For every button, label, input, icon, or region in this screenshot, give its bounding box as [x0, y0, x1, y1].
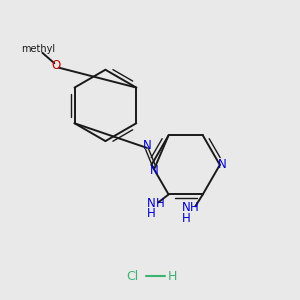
Text: N: N: [218, 158, 226, 171]
Text: N: N: [150, 164, 159, 177]
Text: Cl: Cl: [126, 270, 138, 283]
Text: O: O: [52, 59, 61, 72]
Text: methyl: methyl: [22, 44, 56, 54]
Text: N: N: [182, 201, 191, 214]
Text: H: H: [190, 201, 198, 214]
Text: H: H: [182, 212, 191, 225]
Text: H: H: [147, 207, 156, 220]
Text: N: N: [147, 197, 156, 210]
Text: H: H: [168, 270, 177, 283]
Text: N: N: [143, 139, 152, 152]
Text: H: H: [156, 197, 164, 210]
